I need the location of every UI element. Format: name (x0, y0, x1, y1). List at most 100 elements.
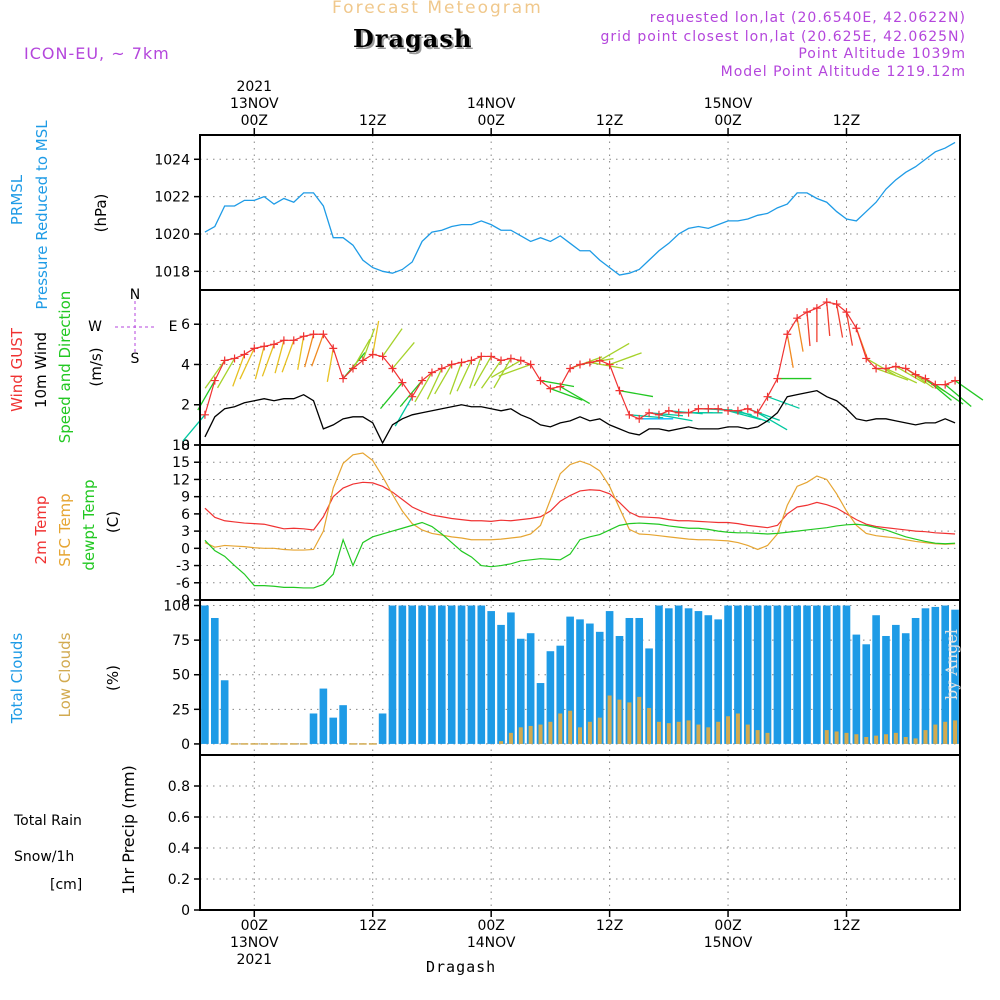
wind-vector (297, 336, 305, 370)
top-time-label: 13NOV (230, 96, 279, 112)
wind-vector (379, 382, 403, 410)
low-cloud-bar (765, 732, 770, 744)
wind-vector (434, 364, 453, 395)
low-cloud-bar (913, 738, 918, 744)
wind-ytick-label: 2 (181, 398, 190, 414)
total-cloud-bar (743, 605, 752, 744)
pressure-label-long: Pressure Reduced to MSL (33, 120, 51, 310)
total-cloud-bar (763, 605, 772, 744)
total-cloud-bar (832, 605, 841, 744)
total-cloud-bar (220, 680, 229, 744)
wind-vector (757, 412, 788, 431)
gust-point (309, 330, 318, 339)
wind-vector (796, 318, 804, 352)
gust-point (477, 352, 486, 361)
total-cloud-bar (595, 631, 604, 744)
total-cloud-bar (329, 717, 338, 744)
wind-vector (885, 367, 918, 384)
total-cloud-bar (536, 683, 545, 744)
low-cloud-bar (666, 723, 671, 744)
gust-point (497, 356, 506, 365)
pressure-ytick-label: 1018 (154, 264, 190, 280)
low-cloud-bar (617, 699, 622, 744)
low-cloud-bar (656, 721, 661, 744)
total-cloud-bar (546, 651, 555, 744)
gust-point (812, 304, 821, 313)
total-cloud-bar (773, 605, 782, 744)
watermark: by Angel (942, 628, 961, 700)
top-time-label: 14NOV (467, 96, 516, 112)
total-cloud-bar (566, 616, 574, 744)
wind-vector (619, 390, 654, 398)
precip-label: 1hr Precip (mm) (119, 765, 138, 895)
dewpt-line (204, 521, 956, 589)
pressure-panel-frame (199, 134, 961, 291)
wind-vector (362, 328, 376, 361)
wind-vector (311, 334, 324, 367)
gust-point (220, 356, 229, 365)
gust-point (941, 380, 950, 389)
wind-ytick-label: 0 (181, 438, 190, 454)
total-cloud-bar (408, 605, 417, 744)
low-cloud-bar (686, 720, 691, 744)
gust-point (694, 404, 703, 413)
total-cloud-bar (822, 605, 831, 744)
gust-point (595, 356, 604, 365)
total-cloud-bar (842, 605, 851, 744)
gust-point (506, 354, 515, 363)
wind-vector (481, 360, 502, 389)
pressure-unit: (hPa) (92, 194, 110, 233)
wind-vector (649, 412, 684, 417)
wind-vector (372, 320, 380, 355)
total-cloud-bar (882, 635, 890, 744)
wind-vector (925, 378, 952, 401)
low-cloud-bar (716, 721, 721, 744)
gust-label: Wind GUST (8, 327, 26, 412)
total-cloud-bar (714, 619, 722, 744)
gust-point (931, 380, 940, 389)
low-cloud-bar (903, 737, 908, 744)
gust-point (842, 308, 851, 317)
wind-vector (254, 346, 265, 380)
gust-point (398, 378, 407, 387)
total-cloud-bar (319, 688, 328, 744)
wind-vector (426, 368, 443, 400)
low-cloud-bar (755, 730, 760, 744)
top-time-label: 12Z (596, 113, 623, 129)
total-cloud-bar (378, 713, 387, 744)
gust-point (862, 354, 871, 363)
total-cloud-bar (497, 624, 505, 744)
low-cloud-bar (834, 731, 839, 744)
total-cloud-bar (665, 608, 673, 744)
gust-point (911, 370, 920, 379)
low-cloud-bar (528, 725, 533, 744)
gust-point (418, 376, 427, 385)
total-cloud-bar (921, 608, 930, 744)
total-cloud-bar (428, 605, 436, 744)
gust-point (793, 314, 802, 323)
low-cloud-bar (893, 732, 898, 744)
gust-point (951, 376, 960, 385)
gust-point (674, 408, 683, 417)
wind-vector (274, 340, 285, 374)
gust-point (832, 300, 841, 309)
wind-vector (629, 414, 664, 419)
wind-vector (473, 356, 492, 387)
wind-vector (382, 328, 403, 357)
wind-vector (204, 360, 226, 389)
total-cloud-bar (674, 605, 683, 744)
low-cloud-bar (568, 710, 573, 744)
gust-point (566, 364, 575, 373)
total-cloud-bar (852, 634, 861, 744)
bottom-time-label: 00Z (241, 918, 268, 934)
temperature-ytick-label: 12 (172, 472, 190, 488)
total-cloud-bar (724, 605, 732, 744)
top-time-label: 00Z (714, 113, 741, 129)
gust-point (526, 360, 535, 369)
bottom-time-label: 2021 (236, 952, 272, 968)
clouds-ytick-label: 50 (172, 668, 190, 684)
wind-vector (182, 414, 206, 442)
low-clouds-label: Low Clouds (56, 632, 74, 717)
low-cloud-bar (943, 721, 948, 744)
low-cloud-bar (735, 713, 740, 744)
